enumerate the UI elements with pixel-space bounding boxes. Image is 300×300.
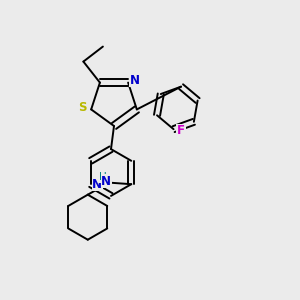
Text: N: N (101, 175, 111, 188)
Text: S: S (79, 101, 87, 114)
Text: N: N (130, 74, 140, 87)
Text: F: F (177, 124, 185, 137)
Text: H: H (99, 172, 106, 182)
Text: N: N (92, 178, 102, 191)
